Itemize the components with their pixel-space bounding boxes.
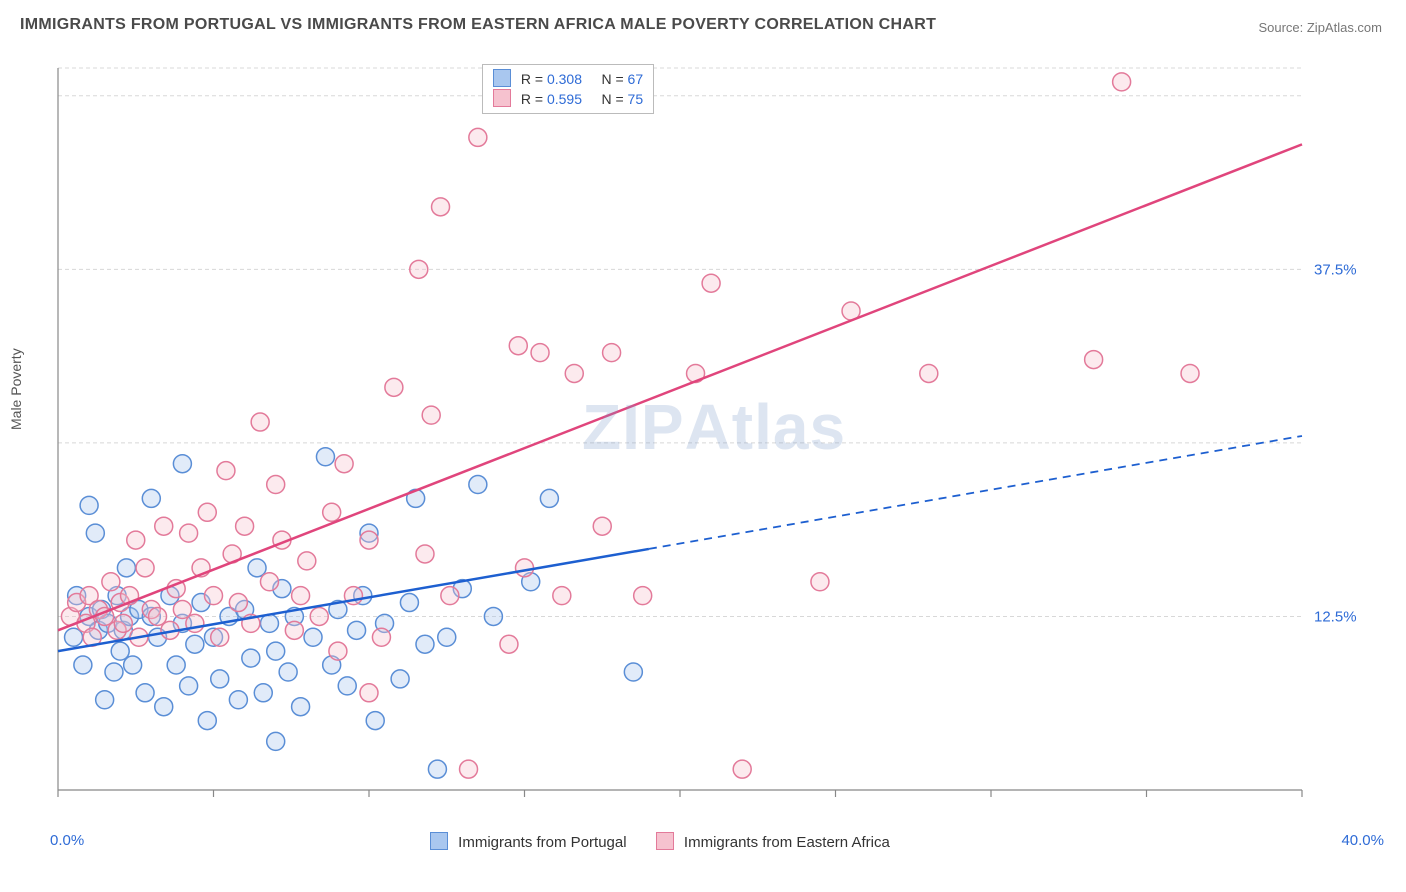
svg-text:12.5%: 12.5% xyxy=(1314,608,1357,625)
chart-plot-area: 12.5%37.5% ZIPAtlas R = 0.308 N = 67 R =… xyxy=(52,60,1372,820)
legend-row: R = 0.595 N = 75 xyxy=(493,89,643,109)
r-label: R = xyxy=(521,91,547,107)
swatch-icon xyxy=(430,832,448,850)
chart-title: IMMIGRANTS FROM PORTUGAL VS IMMIGRANTS F… xyxy=(20,16,936,34)
x-tick-label: 40.0% xyxy=(1341,832,1384,849)
source-value: ZipAtlas.com xyxy=(1307,20,1382,35)
y-axis-label: Male Poverty xyxy=(8,348,24,430)
r-value: 0.308 xyxy=(547,71,582,87)
swatch-icon xyxy=(493,69,511,87)
swatch-icon xyxy=(493,89,511,107)
swatch-icon xyxy=(656,832,674,850)
legend-row: R = 0.308 N = 67 xyxy=(493,69,643,89)
n-value: 75 xyxy=(628,91,644,107)
r-label: R = xyxy=(521,71,547,87)
n-value: 67 xyxy=(628,71,644,87)
source-label: Source: xyxy=(1258,20,1306,35)
chart-svg: 12.5% 37.5% xyxy=(52,60,1372,820)
source-attribution: Source: ZipAtlas.com xyxy=(1258,20,1382,35)
series-label: Immigrants from Eastern Africa xyxy=(684,834,890,851)
legend-correlation: R = 0.308 N = 67 R = 0.595 N = 75 xyxy=(482,64,654,114)
svg-text:37.5%: 37.5% xyxy=(1314,261,1357,278)
n-label: N = xyxy=(601,71,627,87)
series-label: Immigrants from Portugal xyxy=(458,834,626,851)
legend-series: Immigrants from Portugal Immigrants from… xyxy=(430,832,890,851)
n-label: N = xyxy=(601,91,627,107)
x-tick-label: 0.0% xyxy=(50,832,84,849)
r-value: 0.595 xyxy=(547,91,582,107)
